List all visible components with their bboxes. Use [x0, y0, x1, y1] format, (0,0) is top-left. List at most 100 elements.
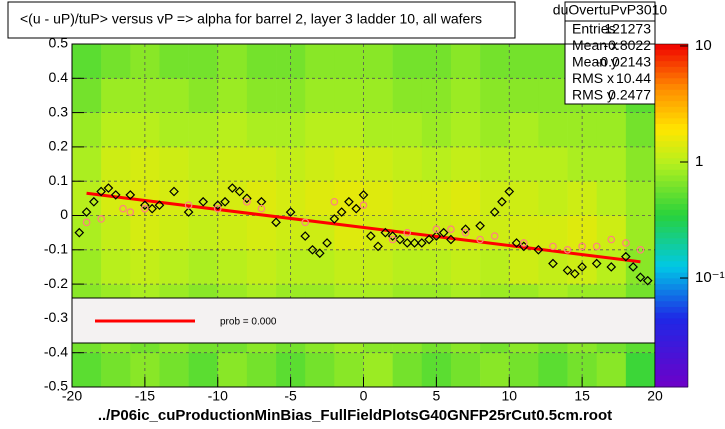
- heatmap-cell: [363, 112, 393, 148]
- profile-point: [635, 272, 646, 283]
- heatmap-cell: [159, 78, 189, 113]
- profile-point: [533, 244, 544, 255]
- heatmap-cell: [392, 181, 423, 216]
- y-tick-label: -0.1: [44, 241, 68, 257]
- heatmap-cell: [480, 146, 510, 182]
- heatmap-cell: [101, 352, 131, 388]
- stats-label: Mean y: [572, 54, 618, 70]
- profile-point: [642, 275, 653, 286]
- heatmap-cell: [392, 352, 423, 388]
- colorbar-step: [655, 89, 688, 96]
- x-tick-label: -5: [284, 388, 297, 404]
- profile-point: [416, 238, 427, 248]
- heatmap-cell: [392, 44, 423, 79]
- y-tick-label: -0.2: [44, 275, 68, 291]
- profile-point: [504, 186, 515, 197]
- heatmap-cell: [509, 78, 539, 113]
- heatmap-cell: [363, 44, 393, 79]
- heatmap-cell: [72, 112, 102, 148]
- heatmap-cell: [159, 44, 189, 79]
- profile-point: [628, 262, 638, 272]
- profile-point: [563, 246, 572, 254]
- stats-value: 121273: [604, 21, 651, 37]
- heatmap-cell: [596, 146, 627, 182]
- heatmap-cell: [305, 249, 335, 285]
- heatmap-cell: [101, 44, 131, 79]
- colorbar-step: [655, 381, 688, 388]
- colorbar-step: [655, 204, 688, 211]
- profile-point: [141, 204, 149, 213]
- heatmap-cell: [538, 146, 568, 182]
- profile-point: [489, 207, 500, 217]
- colorbar-step: [655, 284, 688, 291]
- heatmap-cell: [334, 44, 364, 79]
- y-tick-label: -0.5: [44, 378, 68, 394]
- profile-point: [373, 241, 383, 252]
- colorbar-step: [655, 364, 688, 371]
- heatmap-cell: [450, 249, 481, 285]
- profile-point: [460, 224, 471, 235]
- profile-point: [169, 186, 179, 197]
- profile-point: [577, 262, 587, 272]
- profile-point: [74, 227, 85, 238]
- colorbar-step: [655, 158, 688, 165]
- heatmap-cell: [72, 146, 102, 182]
- title-box: [7, 1, 516, 39]
- colorbar-step: [655, 358, 688, 365]
- profile-point: [140, 200, 150, 211]
- heatmap-cell: [159, 215, 189, 251]
- heatmap-cell: [72, 352, 102, 388]
- colorbar-step: [655, 238, 688, 245]
- heatmap-cell: [188, 146, 219, 182]
- heatmap-cell: [334, 249, 364, 285]
- heatmap-cell: [72, 78, 102, 113]
- colorbar-step: [655, 66, 688, 74]
- colorbar-step: [655, 141, 688, 148]
- heatmap-cell: [450, 181, 481, 216]
- heatmap-cell: [509, 249, 539, 285]
- heatmap-cell: [392, 146, 423, 182]
- heatmap-cell: [72, 215, 102, 251]
- heatmap-cell: [246, 249, 277, 285]
- colorbar-step: [655, 95, 688, 102]
- profile-point: [475, 220, 485, 231]
- profile-point: [82, 218, 91, 227]
- heatmap-cell: [625, 352, 656, 388]
- stats-frame: [564, 1, 656, 105]
- heatmap-cell: [450, 146, 481, 182]
- x-tick-label: 0: [360, 388, 368, 404]
- heatmap-cell: [334, 78, 364, 113]
- colorbar-step: [655, 244, 688, 251]
- profile-point: [424, 234, 434, 245]
- heatmap-cell: [101, 112, 131, 148]
- profile-point: [234, 186, 245, 197]
- profile-point: [307, 244, 318, 255]
- heatmap-cell: [480, 78, 510, 113]
- colorbar-frame: [654, 43, 689, 388]
- heatmap-cell: [392, 249, 423, 285]
- stats-label: Entries: [572, 21, 616, 37]
- x-tick-label: -20: [62, 388, 82, 404]
- colorbar-step: [655, 152, 688, 159]
- colorbar-step: [655, 44, 688, 51]
- colorbar-step: [655, 221, 688, 228]
- heatmap-cell: [101, 78, 131, 113]
- heatmap-cell: [509, 181, 539, 216]
- colorbar-step: [655, 215, 688, 222]
- heatmap-cell: [596, 352, 627, 388]
- heatmap-cell: [334, 215, 364, 251]
- colorbar-step: [655, 49, 688, 56]
- x-tick-label: 15: [574, 388, 590, 404]
- heatmap-cell: [509, 112, 539, 148]
- colorbar-step: [655, 306, 688, 314]
- profile-point: [578, 242, 586, 251]
- colorbar-step: [655, 324, 688, 331]
- heatmap-cell: [188, 352, 219, 388]
- colorbar-step: [655, 61, 688, 68]
- profile-point: [110, 190, 121, 200]
- profile-point: [96, 186, 106, 197]
- profile-point: [606, 262, 617, 272]
- y-tick-label: 0.5: [49, 35, 69, 51]
- colorbar-step: [655, 289, 688, 297]
- heatmap-cell: [625, 112, 656, 148]
